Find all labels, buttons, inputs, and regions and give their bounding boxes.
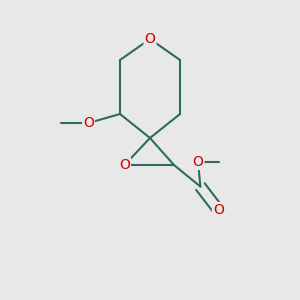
Text: O: O [145,32,155,46]
Text: O: O [119,158,130,172]
Text: O: O [213,203,224,217]
Text: O: O [83,116,94,130]
Text: O: O [193,155,203,169]
